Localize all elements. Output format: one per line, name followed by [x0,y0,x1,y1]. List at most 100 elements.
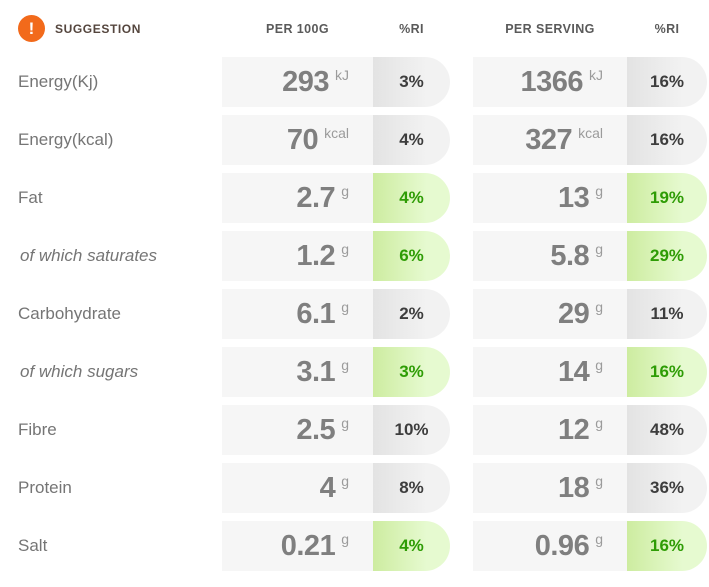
per-100g-unit: kcal [324,125,349,141]
per-serving-unit: g [595,473,603,489]
per-serving-value-cell: 327 kcal [473,115,627,165]
nutrient-label: Protein [18,478,72,497]
per-serving-cell: 1366 kJ 16% [473,57,707,107]
per-100g-value: 4 [319,471,336,504]
nutrient-row: Fat 2.7 g 4% 13 g 19% [0,173,709,223]
per-100g-ri-value: 6% [399,246,424,265]
per-serving-value-cell: 14 g [473,347,627,397]
nutrient-label: Carbohydrate [18,304,122,323]
per-serving-cell: 13 g 19% [473,173,707,223]
per-100g-unit: g [341,241,349,257]
nutrient-row: Salt 0.21 g 4% 0.96 g 16% [0,521,709,571]
per-serving-value: 5.8 [550,239,590,272]
per-serving-ri-badge: 16% [627,57,707,107]
per-100g-ri-value: 3% [399,362,424,381]
suggestion-header: ! SUGGESTION [18,15,222,42]
per-serving-unit: kJ [589,67,603,83]
nutrient-row: Energy(kcal) 70 kcal 4% 327 kcal 16% [0,115,709,165]
per-serving-ri-value: 16% [649,72,685,91]
per-100g-value: 3.1 [296,355,336,388]
per-100g-value-cell: 4 g [222,463,373,513]
per-100g-value-cell: 6.1 g [222,289,373,339]
per-100g-unit: g [341,531,349,547]
per-100g-value: 1.2 [296,239,336,272]
per-100g-ri-value: 3% [399,72,424,91]
per-serving-ri-badge: 36% [627,463,707,513]
per-serving-cell: 0.96 g 16% [473,521,707,571]
per-100g-unit: g [341,473,349,489]
per-serving-unit: g [595,299,603,315]
per-serving-ri-badge: 16% [627,347,707,397]
per-100g-cell: 3.1 g 3% [222,347,450,397]
per-serving-ri-badge: 11% [627,289,707,339]
per-serving-ri-value: 11% [650,304,684,323]
per-100g-ri-badge: 4% [373,521,450,571]
per-serving-ri-badge: 29% [627,231,707,281]
per-100g-value-cell: 293 kJ [222,57,373,107]
per-100g-ri-badge: 6% [373,231,450,281]
column-header-ri-serving: %RI [654,21,680,36]
column-header-per-serving: PER SERVING [505,21,595,36]
per-100g-value-cell: 1.2 g [222,231,373,281]
per-100g-value: 293 [282,65,329,98]
per-serving-value: 18 [557,471,590,504]
nutrient-label: Energy(Kj) [18,72,99,91]
per-serving-unit: g [595,531,603,547]
per-100g-ri-value: 4% [399,536,424,555]
per-serving-unit: g [595,241,603,257]
per-serving-ri-badge: 48% [627,405,707,455]
per-100g-value: 2.5 [296,413,336,446]
per-100g-value: 6.1 [296,297,336,330]
per-100g-value-cell: 0.21 g [222,521,373,571]
per-serving-ri-value: 36% [649,478,685,497]
per-100g-unit: g [341,357,349,373]
column-header-ri-100g: %RI [399,21,424,36]
per-100g-cell: 4 g 8% [222,463,450,513]
nutrient-row: Protein 4 g 8% 18 g 36% [0,463,709,513]
per-100g-ri-value: 2% [399,304,424,323]
per-100g-ri-value: 10% [394,420,429,439]
per-serving-ri-value: 16% [649,536,685,555]
per-100g-value-cell: 70 kcal [222,115,373,165]
per-serving-cell: 327 kcal 16% [473,115,707,165]
per-serving-ri-value: 16% [649,130,685,149]
table-body: Energy(Kj) 293 kJ 3% 1366 kJ 16% Energy(… [0,57,709,571]
nutrient-label: Fibre [18,420,57,439]
per-serving-ri-badge: 16% [627,115,707,165]
per-serving-cell: 12 g 48% [473,405,707,455]
nutrient-row: Fibre 2.5 g 10% 12 g 48% [0,405,709,455]
per-serving-ri-value: 16% [649,362,685,381]
per-100g-cell: 293 kJ 3% [222,57,450,107]
per-serving-cell: 5.8 g 29% [473,231,707,281]
per-100g-value: 0.21 [280,529,336,562]
per-serving-value-cell: 29 g [473,289,627,339]
per-100g-unit: g [341,415,349,431]
per-100g-cell: 70 kcal 4% [222,115,450,165]
nutrient-label: of which saturates [20,246,158,265]
nutrient-label: of which sugars [20,362,139,381]
nutrient-label: Fat [18,188,43,207]
per-serving-value-cell: 5.8 g [473,231,627,281]
per-100g-ri-badge: 8% [373,463,450,513]
per-serving-value: 0.96 [534,529,590,562]
per-100g-cell: 1.2 g 6% [222,231,450,281]
table-header: ! SUGGESTION PER 100G %RI PER SERVING %R… [0,0,709,57]
per-100g-cell: 2.7 g 4% [222,173,450,223]
per-serving-cell: 14 g 16% [473,347,707,397]
per-100g-ri-value: 4% [399,188,424,207]
per-100g-ri-badge: 10% [373,405,450,455]
per-100g-ri-badge: 4% [373,173,450,223]
per-100g-value: 70 [286,123,319,156]
per-100g-cell: 6.1 g 2% [222,289,450,339]
per-serving-value-cell: 13 g [473,173,627,223]
per-100g-cell: 0.21 g 4% [222,521,450,571]
per-serving-unit: g [595,183,603,199]
per-100g-value-cell: 2.5 g [222,405,373,455]
nutrient-row: Carbohydrate 6.1 g 2% 29 g 11% [0,289,709,339]
per-100g-ri-value: 8% [399,478,424,497]
per-100g-unit: g [341,183,349,199]
per-100g-cell: 2.5 g 10% [222,405,450,455]
per-100g-ri-badge: 4% [373,115,450,165]
per-serving-ri-badge: 19% [627,173,707,223]
